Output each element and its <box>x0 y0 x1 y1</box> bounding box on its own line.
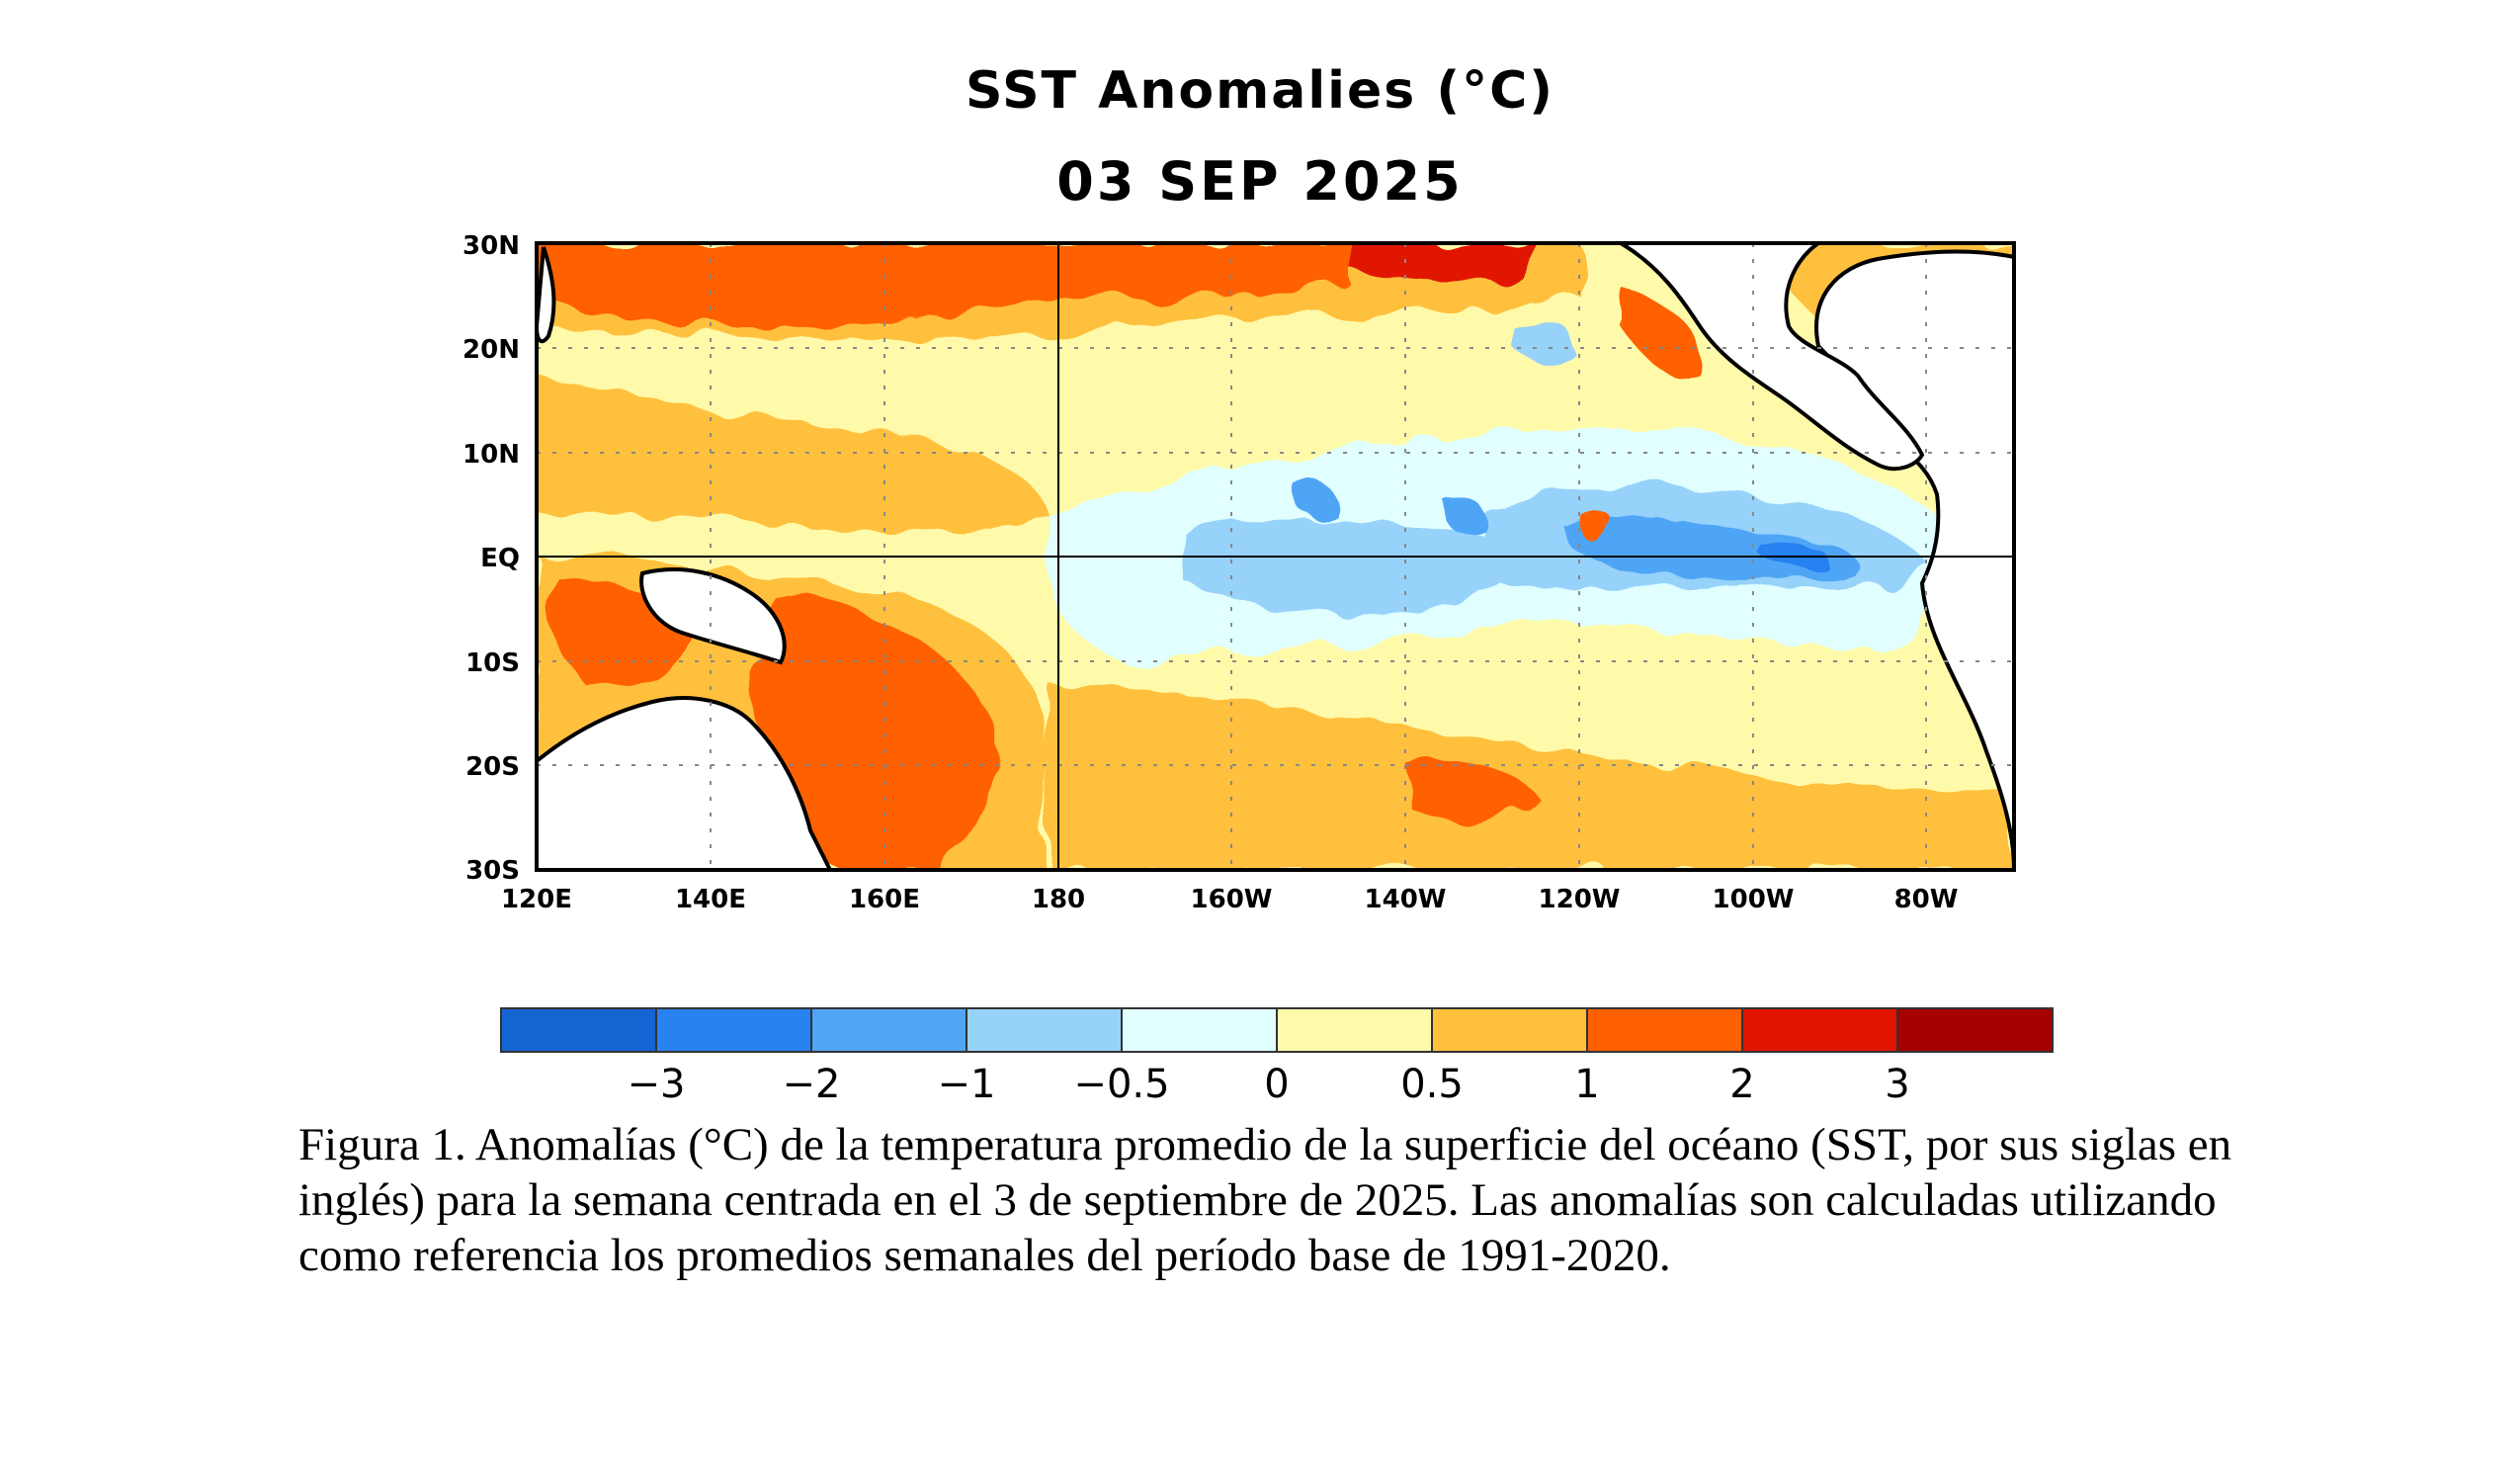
colorbar-tick-label: 3 <box>1885 1062 1909 1107</box>
colorbar-swatch <box>1431 1007 1588 1053</box>
colorbar-swatch <box>500 1007 657 1053</box>
lat-label: 10N <box>462 440 520 470</box>
map-title: SST Anomalies (°C) <box>965 61 1555 121</box>
lat-axis: 30N 20N 10N EQ 10S 20S 30S <box>462 231 520 886</box>
colorbar-tick-label: −1 <box>938 1062 996 1107</box>
map-frame <box>535 241 2016 872</box>
colorbar-swatch <box>1896 1007 2054 1053</box>
lon-label: 140W <box>1365 885 1447 914</box>
lon-label: 160W <box>1191 885 1273 914</box>
equator-dateline <box>537 243 2014 870</box>
colorbar-tick-label: −2 <box>783 1062 841 1107</box>
lat-label: 10S <box>465 648 520 678</box>
lat-label: 20N <box>462 335 520 365</box>
lon-label: 120E <box>501 885 572 914</box>
sst-anomaly-map: 30N 20N 10N EQ 10S 20S 30S 120E 140E 160… <box>462 231 2016 914</box>
lat-label: 30S <box>465 856 520 886</box>
gridlines <box>537 243 2014 870</box>
colorbar-swatch <box>1276 1007 1433 1053</box>
lon-axis: 120E 140E 160E 180 160W 140W 120W 100W 8… <box>501 885 1958 914</box>
colorbar-swatch <box>966 1007 1123 1053</box>
colorbar-labels: −3 −2 −1 −0.5 0 0.5 1 2 3 <box>628 1062 1910 1107</box>
lon-label: 140E <box>675 885 746 914</box>
colorbar-swatch <box>1121 1007 1278 1053</box>
colorbar: −3 −2 −1 −0.5 0 0.5 1 2 3 <box>500 1007 2054 1107</box>
lon-label: 80W <box>1894 885 1959 914</box>
lon-label: 120W <box>1539 885 1621 914</box>
colorbar-tick-label: 0 <box>1264 1062 1289 1107</box>
lat-label: 20S <box>465 752 520 782</box>
colorbar-swatch <box>655 1007 812 1053</box>
lon-label: 160E <box>849 885 920 914</box>
colorbar-tick-label: 2 <box>1729 1062 1754 1107</box>
colorbar-swatches <box>500 1007 2054 1053</box>
colorbar-tick-label: 0.5 <box>1400 1062 1464 1107</box>
colorbar-tick-label: 1 <box>1574 1062 1599 1107</box>
colorbar-swatch <box>810 1007 967 1053</box>
lon-label: 180 <box>1032 885 1085 914</box>
colorbar-tick-label: −3 <box>628 1062 686 1107</box>
figure-caption: Figura 1. Anomalías (°C) de la temperatu… <box>298 1119 2232 1281</box>
map-date: 03 SEP 2025 <box>1056 150 1464 213</box>
colorbar-swatch <box>1586 1007 1743 1053</box>
lat-label: 30N <box>462 231 520 261</box>
land-masses <box>537 243 2014 870</box>
lat-label: EQ <box>480 544 520 573</box>
colorbar-tick-label: −0.5 <box>1073 1062 1169 1107</box>
lon-label: 100W <box>1713 885 1795 914</box>
colorbar-swatch <box>1741 1007 1898 1053</box>
